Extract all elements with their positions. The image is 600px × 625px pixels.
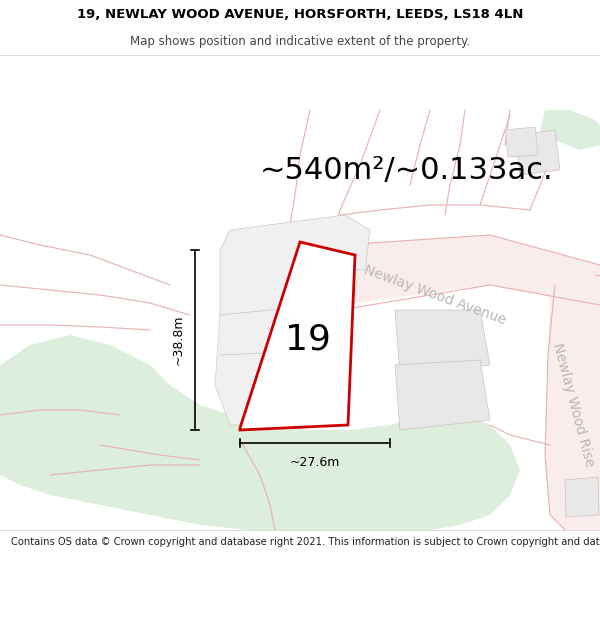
Polygon shape xyxy=(545,275,600,530)
Polygon shape xyxy=(395,360,490,430)
Text: 19: 19 xyxy=(285,323,331,357)
Text: 19, NEWLAY WOOD AVENUE, HORSFORTH, LEEDS, LS18 4LN: 19, NEWLAY WOOD AVENUE, HORSFORTH, LEEDS… xyxy=(77,8,523,21)
Text: ~38.8m: ~38.8m xyxy=(172,315,185,365)
Polygon shape xyxy=(215,215,370,425)
Polygon shape xyxy=(565,477,599,517)
Text: Newlay Wood Avenue: Newlay Wood Avenue xyxy=(362,262,508,328)
Text: Map shows position and indicative extent of the property.: Map shows position and indicative extent… xyxy=(130,35,470,48)
Polygon shape xyxy=(395,310,490,375)
Polygon shape xyxy=(290,235,600,330)
Polygon shape xyxy=(0,335,520,530)
Polygon shape xyxy=(540,110,600,150)
Polygon shape xyxy=(240,242,355,430)
Text: ~540m²/~0.133ac.: ~540m²/~0.133ac. xyxy=(260,156,554,184)
Text: ~27.6m: ~27.6m xyxy=(290,456,340,469)
Polygon shape xyxy=(505,127,538,157)
Polygon shape xyxy=(515,130,560,175)
Text: Contains OS data © Crown copyright and database right 2021. This information is : Contains OS data © Crown copyright and d… xyxy=(11,537,600,547)
Text: Newlay Wood Rise: Newlay Wood Rise xyxy=(550,341,596,469)
